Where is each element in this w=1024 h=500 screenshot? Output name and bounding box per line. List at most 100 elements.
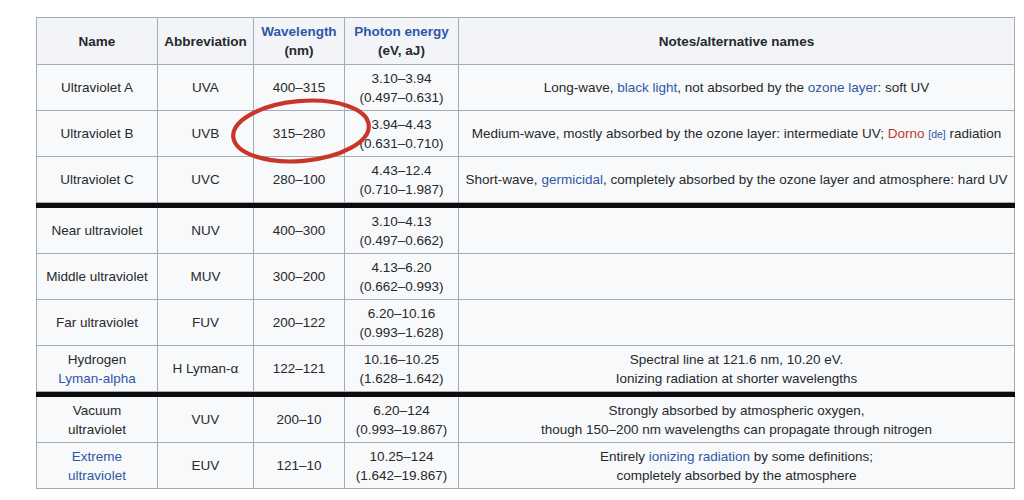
text-segment: , completely absorbed by the ozone layer… xyxy=(603,172,1008,187)
table-row: Ultraviolet B UVB315–2803.94–4.43(0.631–0… xyxy=(37,111,1015,157)
header-abbreviation-label: Abbreviation xyxy=(164,34,247,49)
notes-cell: Medium-wave, mostly absorbed by the ozon… xyxy=(459,111,1015,157)
notes-cell: Spectral line at 121.6 nm, 10.20 eV. Ioni… xyxy=(459,346,1015,392)
table-row: Hydrogen Lyman-alpha H Lyman-α122–12110.16… xyxy=(37,346,1015,392)
wiki-link[interactable]: Extreme ultraviolet xyxy=(68,449,126,483)
interlanguage-link[interactable]: [de] xyxy=(928,128,946,140)
wavelength-cell: 122–121 xyxy=(254,346,345,392)
abbreviation-cell: MUV xyxy=(158,254,254,300)
notes-cell xyxy=(459,254,1015,300)
text-segment: Vacuum ultraviolet xyxy=(68,403,126,437)
table-row: Middle ultraviolet MUV300–2004.13–6.20(0.… xyxy=(37,254,1015,300)
header-abbreviation: Abbreviation xyxy=(158,18,254,65)
name-cell: Near ultraviolet xyxy=(37,208,158,254)
name-cell: Vacuum ultraviolet xyxy=(37,397,158,443)
table-body: Ultraviolet A UVA400–3153.10–3.94(0.497–0… xyxy=(37,65,1015,489)
notes-cell: Strongly absorbed by atmospheric oxygen,… xyxy=(459,397,1015,443)
table-row: Far ultraviolet FUV200–1226.20–10.16(0.99… xyxy=(37,300,1015,346)
notes-cell xyxy=(459,208,1015,254)
abbreviation-cell: UVB xyxy=(158,111,254,157)
text-segment: Ultraviolet A xyxy=(61,80,133,95)
uv-table-page: Name Abbreviation Wavelength (nm) Photon… xyxy=(0,0,1024,500)
photon-energy-cell: 3.10–4.13(0.497–0.662) xyxy=(345,208,459,254)
name-cell: Ultraviolet A xyxy=(37,65,158,111)
uv-bands-table: Name Abbreviation Wavelength (nm) Photon… xyxy=(36,17,1015,489)
text-segment: Hydrogen xyxy=(68,352,127,367)
photon-energy-cell: 10.16–10.25(1.628–1.642) xyxy=(345,346,459,392)
text-segment: by some definitions; xyxy=(750,449,873,464)
notes-cell: Short-wave, germicidal, completely absor… xyxy=(459,157,1015,203)
abbreviation-cell: H Lyman-α xyxy=(158,346,254,392)
red-wiki-link[interactable]: Dorno xyxy=(888,126,925,141)
header-notes-label: Notes/alternative names xyxy=(659,34,814,49)
text-segment: Ionizing radiation at shorter wavelength… xyxy=(616,371,858,386)
header-row: Name Abbreviation Wavelength (nm) Photon… xyxy=(37,18,1015,65)
photon-energy-cell: 10.25–124(1.642–19.867) xyxy=(345,443,459,489)
text-segment: Ultraviolet B xyxy=(61,126,134,141)
text-segment: Spectral line at 121.6 nm, 10.20 eV. xyxy=(630,352,843,367)
header-wavelength: Wavelength (nm) xyxy=(254,18,345,65)
abbreviation-cell: VUV xyxy=(158,397,254,443)
wavelength-cell: 400–315 xyxy=(254,65,345,111)
wavelength-cell: 121–10 xyxy=(254,443,345,489)
text-segment: completely absorbed by the atmosphere xyxy=(616,468,856,483)
abbreviation-cell: EUV xyxy=(158,443,254,489)
text-segment: Middle ultraviolet xyxy=(46,269,147,284)
text-segment: : soft UV xyxy=(878,80,930,95)
abbreviation-cell: FUV xyxy=(158,300,254,346)
abbreviation-cell: NUV xyxy=(158,208,254,254)
photon-energy-cell: 3.10–3.94(0.497–0.631) xyxy=(345,65,459,111)
wiki-link[interactable]: Lyman-alpha xyxy=(58,371,136,386)
wavelength-cell: 280–100 xyxy=(254,157,345,203)
text-segment: Short-wave, xyxy=(466,172,542,187)
text-segment: Entirely xyxy=(600,449,649,464)
wavelength-cell: 400–300 xyxy=(254,208,345,254)
name-cell: Hydrogen Lyman-alpha xyxy=(37,346,158,392)
text-segment: Far ultraviolet xyxy=(56,315,138,330)
notes-cell: Long-wave, black light, not absorbed by … xyxy=(459,65,1015,111)
text-segment: Long-wave, xyxy=(544,80,618,95)
table-row: Vacuum ultravioletVUV200–106.20–124(0.99… xyxy=(37,397,1015,443)
photon-energy-cell: 6.20–124(0.993–19.867) xyxy=(345,397,459,443)
header-name-label: Name xyxy=(79,34,116,49)
table-row: Near ultraviolet NUV400–3003.10–4.13(0.49… xyxy=(37,208,1015,254)
text-segment: though 150–200 nm wavelengths can propag… xyxy=(541,422,932,437)
abbreviation-cell: UVC xyxy=(158,157,254,203)
header-photon-energy: Photon energy (eV, aJ) xyxy=(345,18,459,65)
text-segment: Near ultraviolet xyxy=(52,223,143,238)
wiki-link[interactable]: ionizing radiation xyxy=(649,449,750,464)
table-header: Name Abbreviation Wavelength (nm) Photon… xyxy=(37,18,1015,65)
header-photon-energy-unit: (eV, aJ) xyxy=(378,43,425,58)
photon-energy-cell: 6.20–10.16(0.993–1.628) xyxy=(345,300,459,346)
wiki-link[interactable]: black light xyxy=(617,80,677,95)
wiki-link[interactable]: germicidal xyxy=(541,172,603,187)
text-segment: radiation xyxy=(946,126,1002,141)
wavelength-cell: 200–122 xyxy=(254,300,345,346)
table-row: Ultraviolet A UVA400–3153.10–3.94(0.497–0… xyxy=(37,65,1015,111)
header-notes: Notes/alternative names xyxy=(459,18,1015,65)
photon-energy-header-link[interactable]: Photon energy xyxy=(354,24,449,39)
header-name: Name xyxy=(37,18,158,65)
table-row: Ultraviolet C UVC280–1004.43–12.4(0.710–1… xyxy=(37,157,1015,203)
name-cell: Far ultraviolet xyxy=(37,300,158,346)
text-segment: Strongly absorbed by atmospheric oxygen, xyxy=(609,403,865,418)
name-cell: Ultraviolet C xyxy=(37,157,158,203)
text-segment: Ultraviolet C xyxy=(60,172,134,187)
photon-energy-cell: 4.43–12.4(0.710–1.987) xyxy=(345,157,459,203)
photon-energy-cell: 3.94–4.43(0.631–0.710) xyxy=(345,111,459,157)
wavelength-cell-annotated: 315–280 xyxy=(254,111,345,157)
abbreviation-cell: UVA xyxy=(158,65,254,111)
name-cell: Ultraviolet B xyxy=(37,111,158,157)
table-row: Extreme ultraviolet EUV121–1010.25–124(1.… xyxy=(37,443,1015,489)
name-cell: Extreme ultraviolet xyxy=(37,443,158,489)
header-wavelength-unit: (nm) xyxy=(284,43,313,58)
wiki-link[interactable]: ozone layer xyxy=(808,80,878,95)
wavelength-header-link[interactable]: Wavelength xyxy=(261,24,336,39)
text-segment: Medium-wave, mostly absorbed by the ozon… xyxy=(472,126,888,141)
notes-cell xyxy=(459,300,1015,346)
wavelength-cell: 300–200 xyxy=(254,254,345,300)
name-cell: Middle ultraviolet xyxy=(37,254,158,300)
notes-cell: Entirely ionizing radiation by some defi… xyxy=(459,443,1015,489)
photon-energy-cell: 4.13–6.20(0.662–0.993) xyxy=(345,254,459,300)
text-segment: , not absorbed by the xyxy=(677,80,808,95)
